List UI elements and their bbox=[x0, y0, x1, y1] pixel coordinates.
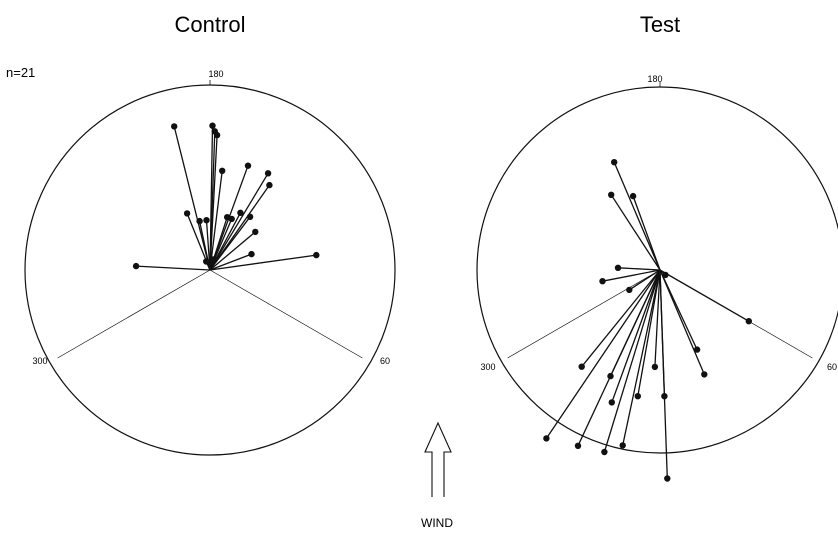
vector-endpoint-9 bbox=[619, 442, 626, 449]
vector-endpoint-13 bbox=[574, 442, 582, 449]
control-vectors bbox=[132, 122, 320, 271]
vector-endpoint-5 bbox=[264, 170, 272, 177]
vector-endpoint-20 bbox=[745, 318, 752, 325]
vector-line-2 bbox=[610, 194, 661, 271]
vector-line-18 bbox=[659, 269, 705, 375]
vector-endpoint-17 bbox=[661, 393, 668, 400]
vector-endpoint-20 bbox=[203, 258, 210, 265]
vector-line-12 bbox=[603, 269, 661, 453]
vector-line-15 bbox=[209, 231, 256, 271]
vector-line-14 bbox=[637, 269, 661, 397]
test-tick-label-60: 60 bbox=[827, 362, 837, 372]
vector-line-5 bbox=[209, 172, 269, 271]
vector-line-17 bbox=[209, 254, 317, 271]
vector-line-14 bbox=[205, 220, 211, 271]
vector-endpoint-14 bbox=[634, 393, 641, 400]
test-reference-line-60 bbox=[507, 269, 661, 359]
vector-line-1 bbox=[632, 195, 661, 271]
test-tick-label-300: 300 bbox=[480, 362, 495, 372]
test-title: Test bbox=[640, 12, 680, 37]
vector-endpoint-6 bbox=[219, 167, 226, 174]
vector-endpoint-17 bbox=[313, 251, 320, 259]
vector-line-18 bbox=[136, 265, 211, 271]
vector-endpoint-7 bbox=[266, 181, 273, 189]
control-reference-line-300 bbox=[209, 269, 363, 359]
control-panel: Control n=21 180 300 60 bbox=[6, 12, 396, 456]
vector-endpoint-4 bbox=[626, 286, 633, 294]
vector-endpoint-15 bbox=[651, 363, 659, 371]
vector-endpoint-4 bbox=[244, 162, 252, 169]
vector-line-6 bbox=[209, 170, 223, 271]
vector-endpoint-2 bbox=[211, 128, 218, 135]
vector-endpoint-11 bbox=[246, 213, 254, 220]
vector-endpoint-12 bbox=[183, 210, 191, 217]
vector-endpoint-18 bbox=[132, 262, 140, 270]
vector-line-20 bbox=[659, 269, 750, 322]
control-reference-line-60 bbox=[57, 269, 211, 359]
vector-line-16 bbox=[609, 269, 661, 377]
vector-endpoint-3 bbox=[614, 264, 622, 271]
vector-endpoint-3 bbox=[171, 123, 178, 130]
vector-endpoint-8 bbox=[237, 209, 244, 216]
sample-size-label: n=21 bbox=[6, 65, 35, 80]
vector-line-16 bbox=[209, 253, 252, 271]
vector-line-9 bbox=[622, 269, 661, 446]
vector-endpoint-13 bbox=[196, 217, 203, 225]
vector-line-11 bbox=[545, 269, 661, 439]
vector-endpoint-6 bbox=[599, 278, 606, 285]
vector-endpoint-14 bbox=[203, 217, 210, 224]
wind-arrow-icon bbox=[424, 421, 452, 497]
control-tick-label-300: 300 bbox=[32, 356, 47, 366]
wind-label: WIND bbox=[421, 516, 453, 530]
vector-endpoint-12 bbox=[601, 448, 608, 456]
test-panel: Test 180 300 60 bbox=[476, 12, 838, 482]
vector-endpoint-18 bbox=[701, 371, 708, 378]
vector-line-3 bbox=[617, 267, 661, 271]
vector-line-11 bbox=[209, 216, 251, 271]
test-vectors bbox=[543, 159, 752, 482]
control-tick-label-60: 60 bbox=[380, 356, 390, 366]
vector-endpoint-15 bbox=[252, 228, 259, 236]
vector-endpoint-2 bbox=[608, 191, 615, 198]
control-tick-label-180: 180 bbox=[208, 69, 223, 79]
vector-endpoint-19 bbox=[210, 256, 217, 263]
vector-line-2 bbox=[209, 131, 216, 271]
control-title: Control bbox=[175, 12, 246, 37]
vector-line-4 bbox=[628, 269, 661, 291]
vector-line-8 bbox=[611, 269, 661, 403]
vector-line-19 bbox=[659, 269, 698, 350]
vector-line-7 bbox=[581, 269, 661, 368]
vector-endpoint-10 bbox=[228, 215, 235, 223]
vector-endpoint-19 bbox=[693, 346, 701, 353]
vector-endpoint-11 bbox=[543, 435, 550, 442]
vector-line-0 bbox=[613, 161, 661, 271]
vector-line-6 bbox=[602, 269, 661, 282]
vector-endpoint-1 bbox=[209, 122, 216, 129]
vector-endpoint-0 bbox=[611, 159, 618, 166]
vector-endpoint-1 bbox=[629, 192, 637, 200]
vector-line-3 bbox=[173, 126, 211, 271]
test-tick-label-180: 180 bbox=[647, 74, 662, 84]
vector-line-15 bbox=[654, 269, 661, 367]
vector-endpoint-8 bbox=[608, 399, 615, 406]
vector-line-17 bbox=[659, 269, 666, 397]
vector-endpoint-16 bbox=[248, 250, 255, 258]
vector-endpoint-16 bbox=[607, 372, 614, 380]
vector-endpoint-10 bbox=[664, 475, 671, 482]
vector-endpoint-7 bbox=[578, 363, 585, 370]
